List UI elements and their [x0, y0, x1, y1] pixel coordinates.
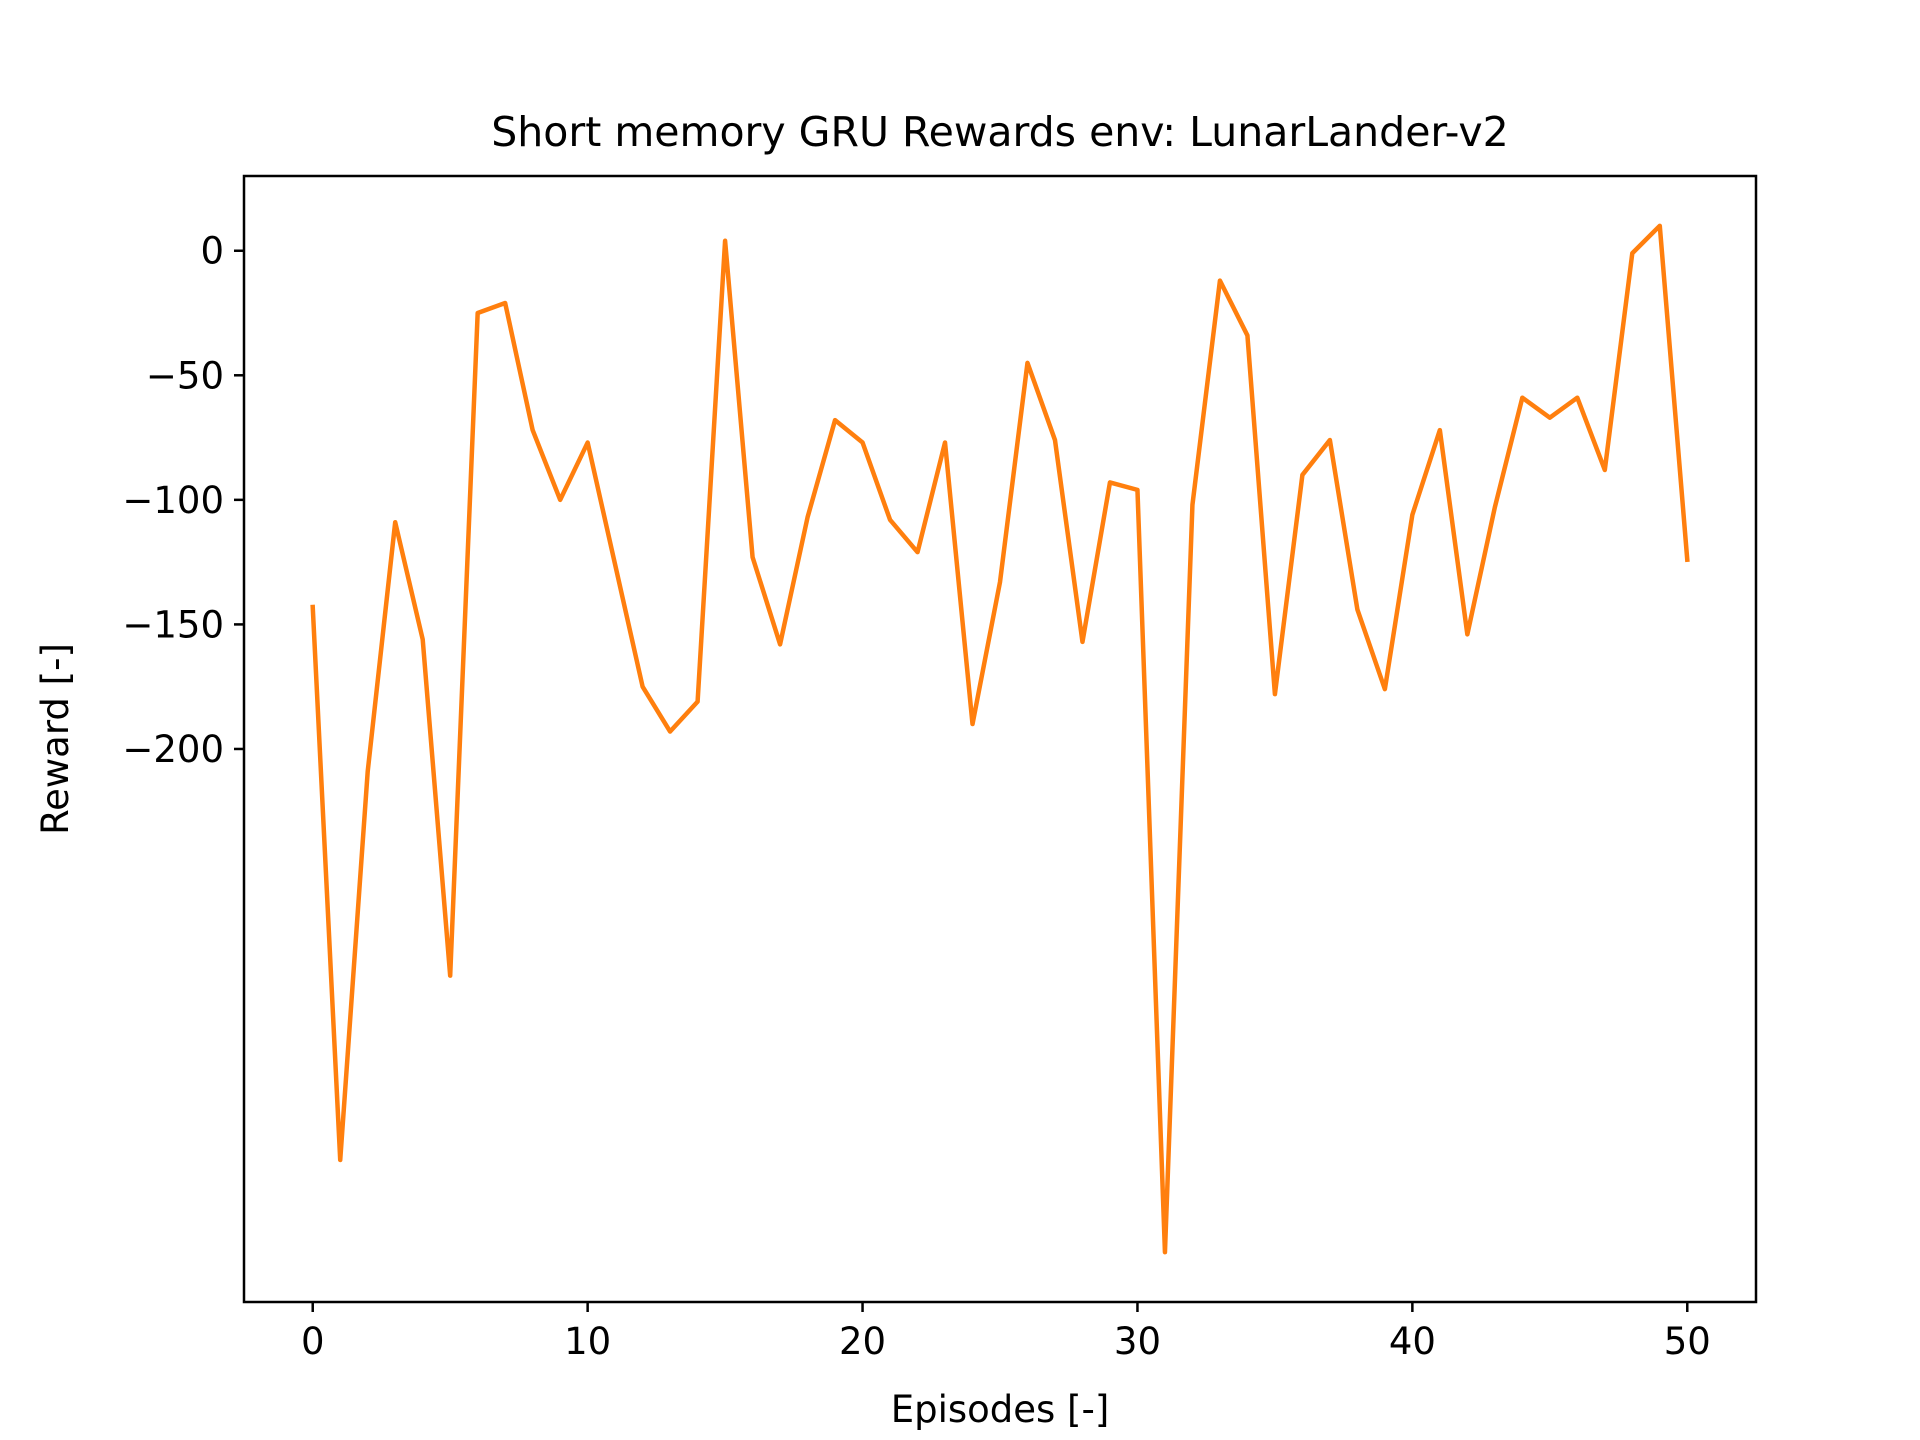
y-tick-label: −150 [122, 603, 224, 646]
x-tick-label: 30 [1114, 1320, 1161, 1363]
y-tick-label: −200 [122, 728, 224, 771]
chart-title: Short memory GRU Rewards env: LunarLande… [491, 108, 1508, 156]
y-tick-label: 0 [200, 230, 224, 273]
series-line-0 [310, 223, 1690, 1255]
x-axis: 0 10 20 30 40 50 [301, 1302, 1711, 1363]
y-axis: 0 −50 −100 −150 −200 [122, 230, 244, 771]
plot-frame [242, 174, 1758, 1304]
series-layer [310, 223, 1690, 1255]
x-tick-label: 20 [839, 1320, 886, 1363]
x-axis-label: Episodes [-] [891, 1388, 1110, 1431]
y-axis-label: Reward [-] [34, 643, 77, 835]
x-tick-label: 0 [301, 1320, 325, 1363]
x-tick-label: 50 [1664, 1320, 1711, 1363]
x-tick-label: 40 [1389, 1320, 1436, 1363]
x-tick-label: 10 [564, 1320, 611, 1363]
y-tick-label: −50 [146, 354, 224, 397]
plot-area [242, 174, 1758, 1304]
y-tick-label: −100 [122, 479, 224, 522]
